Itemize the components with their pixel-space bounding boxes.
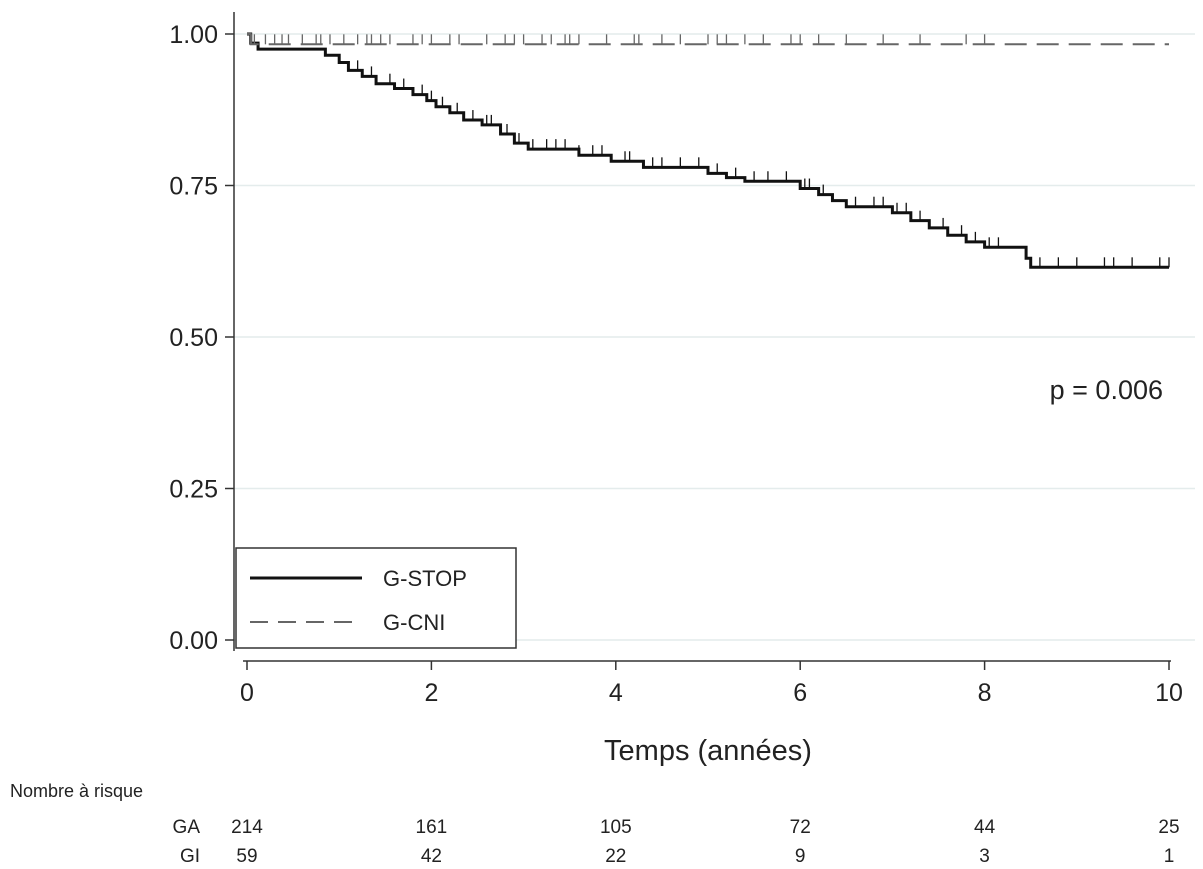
x-tick-label: 2 [424, 679, 438, 707]
series-curves [247, 32, 1169, 269]
risk-row-label-ga: GA [173, 817, 201, 838]
risk-value: 25 [1158, 817, 1179, 838]
risk-table-title: Nombre à risque [10, 781, 143, 801]
legend-box [235, 547, 517, 649]
y-tick-label: 0.50 [169, 324, 218, 352]
axes: 0.00 0.25 0.50 0.75 1.00 0 2 4 6 8 10 [169, 12, 1183, 707]
x-axis-title: Temps (années) [604, 735, 812, 767]
risk-row-label-gi: GI [180, 846, 200, 867]
grid-lines [234, 33, 1195, 641]
y-tick-label: 1.00 [169, 21, 218, 49]
risk-value: 59 [236, 846, 257, 867]
risk-value: 161 [416, 817, 448, 838]
risk-values: 214 161 105 72 44 25 59 42 22 9 3 1 [231, 817, 1179, 867]
y-tick-label: 0.75 [169, 173, 218, 201]
risk-value: 22 [605, 846, 626, 867]
x-tick-label: 8 [978, 679, 992, 707]
legend-label-g-stop: G-STOP [383, 566, 467, 591]
risk-value: 214 [231, 817, 263, 838]
risk-value: 44 [974, 817, 996, 838]
risk-value: 105 [600, 817, 632, 838]
censor-marks [250, 34, 1170, 268]
x-tick-label: 0 [240, 679, 254, 707]
y-tick-label: 0.25 [169, 476, 218, 504]
x-tick-label: 6 [793, 679, 807, 707]
risk-value: 72 [790, 817, 811, 838]
legend: G-STOP G-CNI [235, 547, 517, 649]
series-line-g-cni [247, 33, 1169, 46]
risk-value: 9 [795, 846, 806, 867]
x-tick-label: 10 [1155, 679, 1183, 707]
series-line-g-stop [247, 32, 1169, 269]
risk-value: 42 [421, 846, 442, 867]
x-tick-label: 4 [609, 679, 623, 707]
risk-value: 3 [979, 846, 990, 867]
risk-value: 1 [1164, 846, 1175, 867]
y-tick-label: 0.00 [169, 627, 218, 655]
p-value-annotation: p = 0.006 [1050, 375, 1163, 405]
legend-label-g-cni: G-CNI [383, 610, 445, 635]
